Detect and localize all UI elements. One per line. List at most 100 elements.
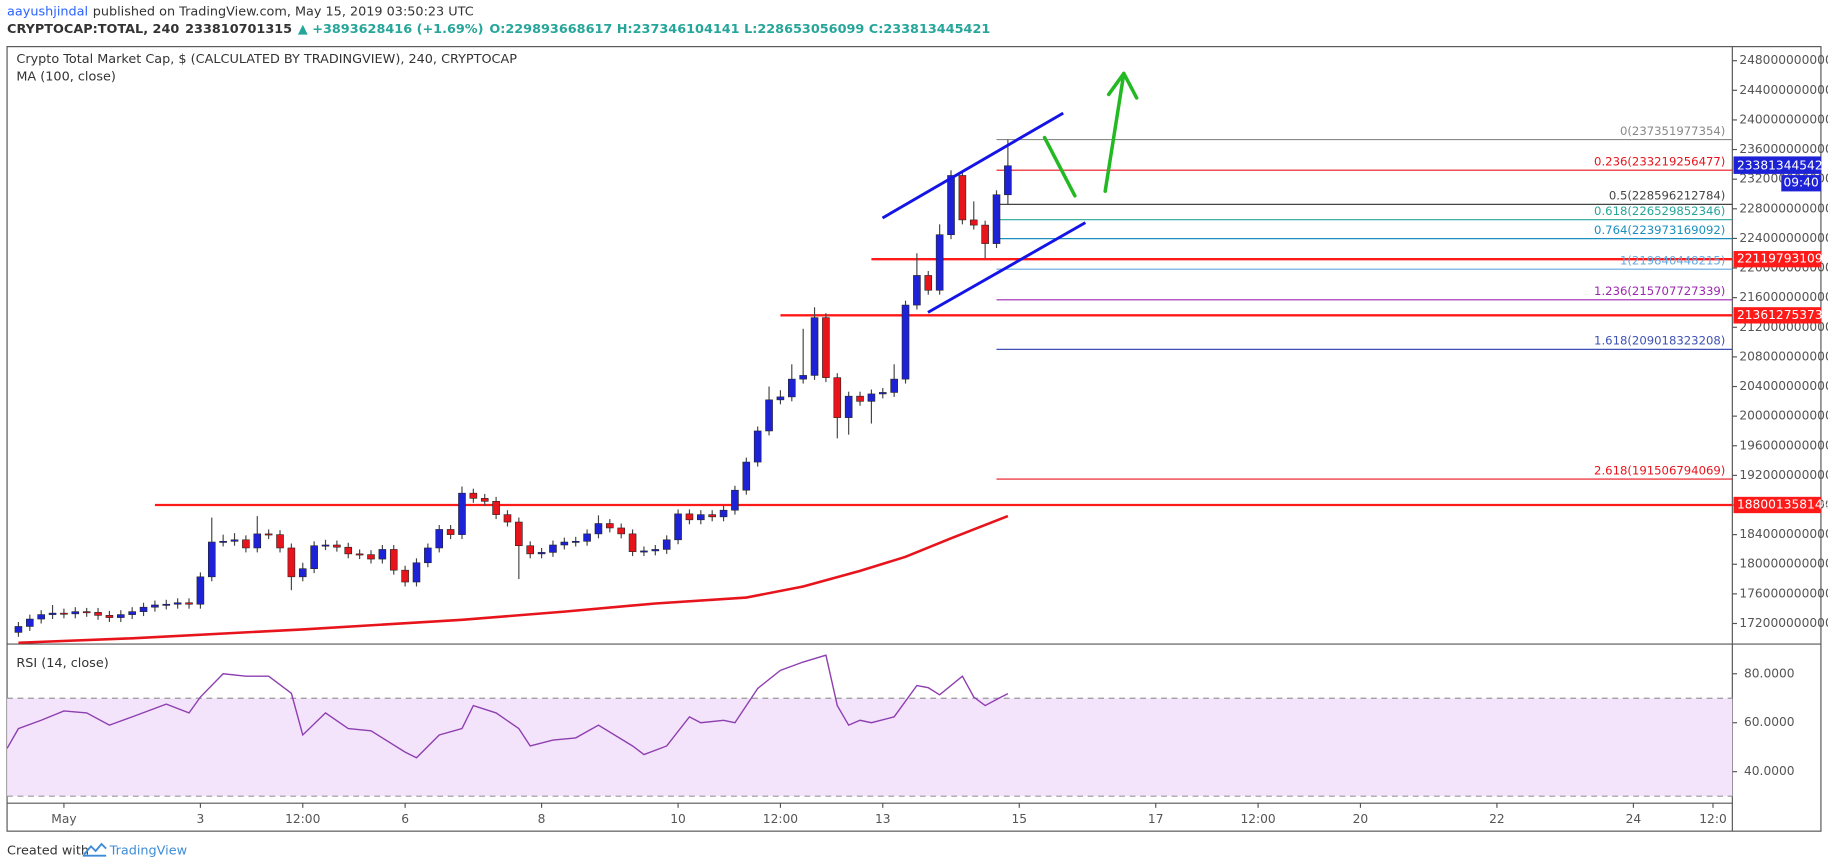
- candle-body: [151, 604, 159, 608]
- candle-body: [207, 541, 216, 578]
- candle-body: [458, 492, 466, 535]
- y-tick-label: 208000000000: [1739, 349, 1828, 363]
- ohlc: O:229893668617 H:237346104141 L:22865305…: [489, 22, 990, 37]
- candle-body: [913, 275, 921, 306]
- channel-lower: [927, 221, 1087, 314]
- brand-logo: [82, 842, 107, 857]
- price-pane: 172000000000 176000000000 180000000000 1840…: [14, 53, 1828, 645]
- header-line-2: CRYPTOCAP:TOTAL, 240 233810701315 ▲ +38936…: [7, 22, 990, 37]
- candle-body: [14, 626, 23, 633]
- candle-body: [185, 602, 193, 605]
- x-tick-label: 12:00: [285, 812, 320, 826]
- x-tick-label: 13: [875, 812, 891, 826]
- candle-body: [162, 603, 171, 606]
- fib-label: 0.5(228596212784): [1609, 189, 1725, 203]
- candle-body: [344, 546, 353, 555]
- fib-label: 1(219840448215): [1620, 254, 1725, 268]
- legend-ma: MA (100, close): [16, 69, 115, 84]
- candle-body: [253, 533, 262, 549]
- candle-body: [139, 606, 148, 612]
- level-tag-label: 188001358149: [1737, 497, 1828, 511]
- level-tag: [1733, 251, 1821, 268]
- candle-body: [992, 194, 1001, 244]
- candle-body: [412, 562, 421, 583]
- candle-body: [651, 549, 660, 552]
- candle-body: [708, 514, 716, 518]
- level-tag: [1733, 496, 1821, 514]
- fib-label: 0.764(223973169092): [1594, 223, 1725, 237]
- y-tick-label: 192000000000: [1739, 468, 1828, 482]
- candle-body: [26, 618, 34, 627]
- candle-body: [969, 219, 978, 226]
- candle-body: [515, 521, 523, 547]
- candle-body: [765, 399, 773, 432]
- candle-body: [924, 275, 933, 291]
- rsi-band: [7, 698, 1733, 797]
- candle-body: [128, 611, 136, 615]
- arrow-up-stroke: [1103, 71, 1126, 193]
- candle-body: [867, 393, 876, 402]
- candle-body: [367, 554, 375, 560]
- candle-body: [617, 527, 625, 535]
- rsi-line: [6, 654, 1009, 759]
- candle-body: [503, 514, 512, 523]
- y-tick-label: 200000000000: [1739, 409, 1828, 423]
- y-tick-label: 40.0000: [1744, 764, 1795, 778]
- candle-body: [571, 540, 580, 543]
- candle-body: [662, 539, 671, 550]
- candle-body: [560, 541, 569, 546]
- y-tick-label: 244000000000: [1739, 83, 1828, 97]
- y-tick-label: 240000000000: [1739, 112, 1828, 126]
- candle-body: [640, 550, 648, 553]
- candle-body: [674, 513, 682, 541]
- candle-body: [935, 234, 944, 291]
- footer-brand[interactable]: TradingView: [109, 843, 187, 858]
- countdown-tag: [1781, 175, 1821, 192]
- channel-upper: [881, 111, 1064, 220]
- candle-body: [958, 175, 967, 221]
- symbol: CRYPTOCAP:TOTAL, 240: [7, 22, 179, 37]
- y-tick-label: 236000000000: [1739, 142, 1828, 156]
- fib-label: 2.618(191506794069): [1594, 463, 1725, 477]
- candle-body: [469, 492, 478, 499]
- candle-body: [606, 523, 614, 529]
- candle-body: [378, 549, 387, 560]
- candle-body: [537, 552, 546, 555]
- candle-body: [446, 529, 455, 535]
- candle-body: [389, 549, 398, 571]
- fib-label: 1.618(209018323208): [1594, 334, 1725, 348]
- candle-body: [526, 545, 535, 555]
- x-tick-label: 24: [1626, 812, 1642, 826]
- candle-body: [799, 375, 807, 380]
- candle-body: [264, 533, 273, 536]
- candle-body: [878, 392, 887, 395]
- level-tag: [1733, 307, 1821, 324]
- fib-label: 0.236(233219256477): [1594, 154, 1725, 168]
- candle-body: [1004, 165, 1012, 196]
- y-tick-label: 248000000000: [1739, 53, 1828, 67]
- author[interactable]: aayushjindal: [7, 4, 88, 19]
- candle-body: [833, 377, 842, 418]
- x-tick-label: 12:0: [1699, 812, 1726, 826]
- x-tick-label: 8: [538, 812, 546, 826]
- candle-body: [628, 533, 637, 552]
- candle-body: [37, 614, 45, 620]
- candle-body: [731, 489, 739, 511]
- candle-body: [788, 378, 796, 398]
- candle-body: [822, 317, 830, 378]
- candle-body: [685, 513, 694, 521]
- candle-body: [105, 615, 114, 618]
- y-tick-label: 204000000000: [1739, 379, 1828, 393]
- candle-body: [776, 396, 785, 401]
- level-tag-label: 213612753737: [1737, 308, 1828, 322]
- y-tick-label: 172000000000: [1739, 616, 1828, 630]
- last-value: 233810701315: [185, 22, 292, 37]
- y-tick-label: 60.0000: [1744, 715, 1795, 729]
- candle-body: [810, 317, 819, 376]
- fib-label: 1.236(215707727339): [1594, 284, 1725, 298]
- y-tick-label: 216000000000: [1739, 290, 1828, 304]
- last-price-tag: [1733, 156, 1821, 174]
- candle-body: [60, 612, 68, 615]
- candle-body: [856, 395, 864, 402]
- rsi-pane: 80.0000 60.0000 40.0000: [6, 654, 1795, 797]
